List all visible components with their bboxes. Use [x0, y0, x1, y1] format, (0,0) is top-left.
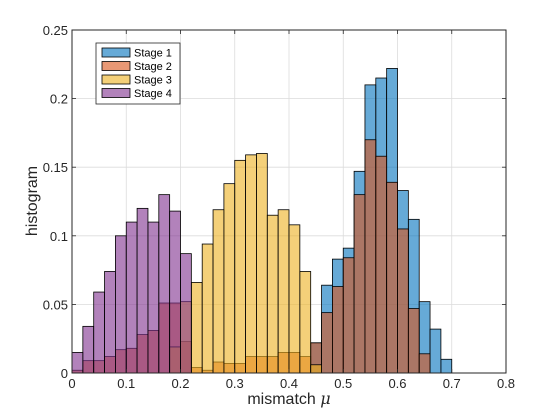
- legend-entry: Stage 4: [101, 88, 172, 100]
- histogram-bar: [201, 243, 214, 374]
- legend-swatch: [101, 88, 131, 98]
- histogram-bar: [364, 139, 377, 374]
- histogram-bar: [115, 235, 127, 374]
- histogram-bar: [234, 159, 247, 374]
- legend-swatch: [101, 47, 131, 58]
- histogram-bar: [375, 155, 388, 374]
- y-tick-label: 0.15: [43, 160, 68, 175]
- histogram-bar: [407, 308, 420, 374]
- histogram-bar: [147, 221, 160, 374]
- histogram-bar: [180, 253, 192, 374]
- x-axis-label-text: mismatch: [247, 391, 315, 408]
- histogram-bar: [104, 271, 116, 374]
- x-tick-label: 0.2: [171, 376, 189, 391]
- histogram-bar: [223, 183, 236, 374]
- y-axis-label: histogram: [24, 166, 41, 236]
- histogram-bar: [93, 291, 105, 374]
- legend-label: Stage 1: [134, 48, 172, 60]
- histogram-bar: [310, 364, 322, 374]
- legend-swatch: [101, 61, 131, 71]
- x-tick-label: 0.3: [226, 376, 244, 391]
- y-tick-label: 0.05: [43, 297, 68, 312]
- y-tick-label: 0.2: [50, 92, 68, 107]
- legend-swatch: [101, 74, 131, 85]
- histogram-bar: [71, 352, 84, 374]
- histogram-bar: [288, 224, 301, 374]
- histogram-bar: [169, 210, 181, 374]
- histogram-bar: [266, 214, 279, 374]
- histogram-bar: [331, 286, 344, 374]
- x-axis-label-symbol: μ: [320, 389, 330, 408]
- legend-entry: Stage 1: [101, 47, 172, 60]
- histogram-bar: [158, 194, 171, 374]
- x-tick-label: 0: [68, 376, 75, 391]
- histogram-bar: [277, 209, 290, 374]
- x-tick-label: 0.6: [388, 376, 406, 391]
- histogram-bar: [342, 257, 355, 374]
- x-tick-label: 0.1: [117, 376, 135, 391]
- x-tick-label: 0.5: [334, 376, 352, 391]
- legend-label: Stage 4: [134, 88, 172, 100]
- y-tick-label: 0.25: [43, 23, 68, 38]
- histogram-bar: [299, 271, 312, 374]
- histogram-bar: [321, 312, 333, 374]
- y-tick-label: 0.1: [50, 229, 68, 244]
- histogram-bar: [190, 282, 203, 374]
- histogram-bar: [440, 358, 453, 374]
- series-4: [71, 194, 192, 374]
- histogram-bar: [397, 228, 409, 374]
- x-tick-label: 0.8: [497, 376, 515, 391]
- legend-label: Stage 2: [134, 61, 172, 73]
- histogram-bar: [418, 353, 431, 374]
- histogram-bar: [353, 194, 366, 374]
- axis-ticks: [71, 29, 507, 374]
- x-axis-label: mismatch μ: [247, 389, 330, 408]
- histogram-bar: [429, 328, 442, 374]
- histogram-bar: [136, 207, 149, 374]
- legend-label: Stage 3: [134, 75, 172, 87]
- histogram-bar: [245, 154, 257, 374]
- histogram-bar: [82, 325, 95, 374]
- histogram-bar: [125, 221, 138, 374]
- histogram-bar: [212, 209, 225, 374]
- legend-entry: Stage 3: [101, 74, 172, 87]
- y-tick-label: 0: [61, 366, 68, 381]
- x-tick-label: 0.4: [280, 376, 298, 391]
- legend-entry: Stage 2: [101, 61, 172, 73]
- histogram-bar: [386, 181, 398, 374]
- histogram-bar: [256, 153, 268, 374]
- y-tick-labels: 0 0.05 0.1 0.15 0.2 0.25: [43, 23, 68, 381]
- x-tick-labels: 0 0.1 0.2 0.3 0.4 0.5 0.6 0.7 0.8: [68, 376, 515, 391]
- x-tick-label: 0.7: [443, 376, 461, 391]
